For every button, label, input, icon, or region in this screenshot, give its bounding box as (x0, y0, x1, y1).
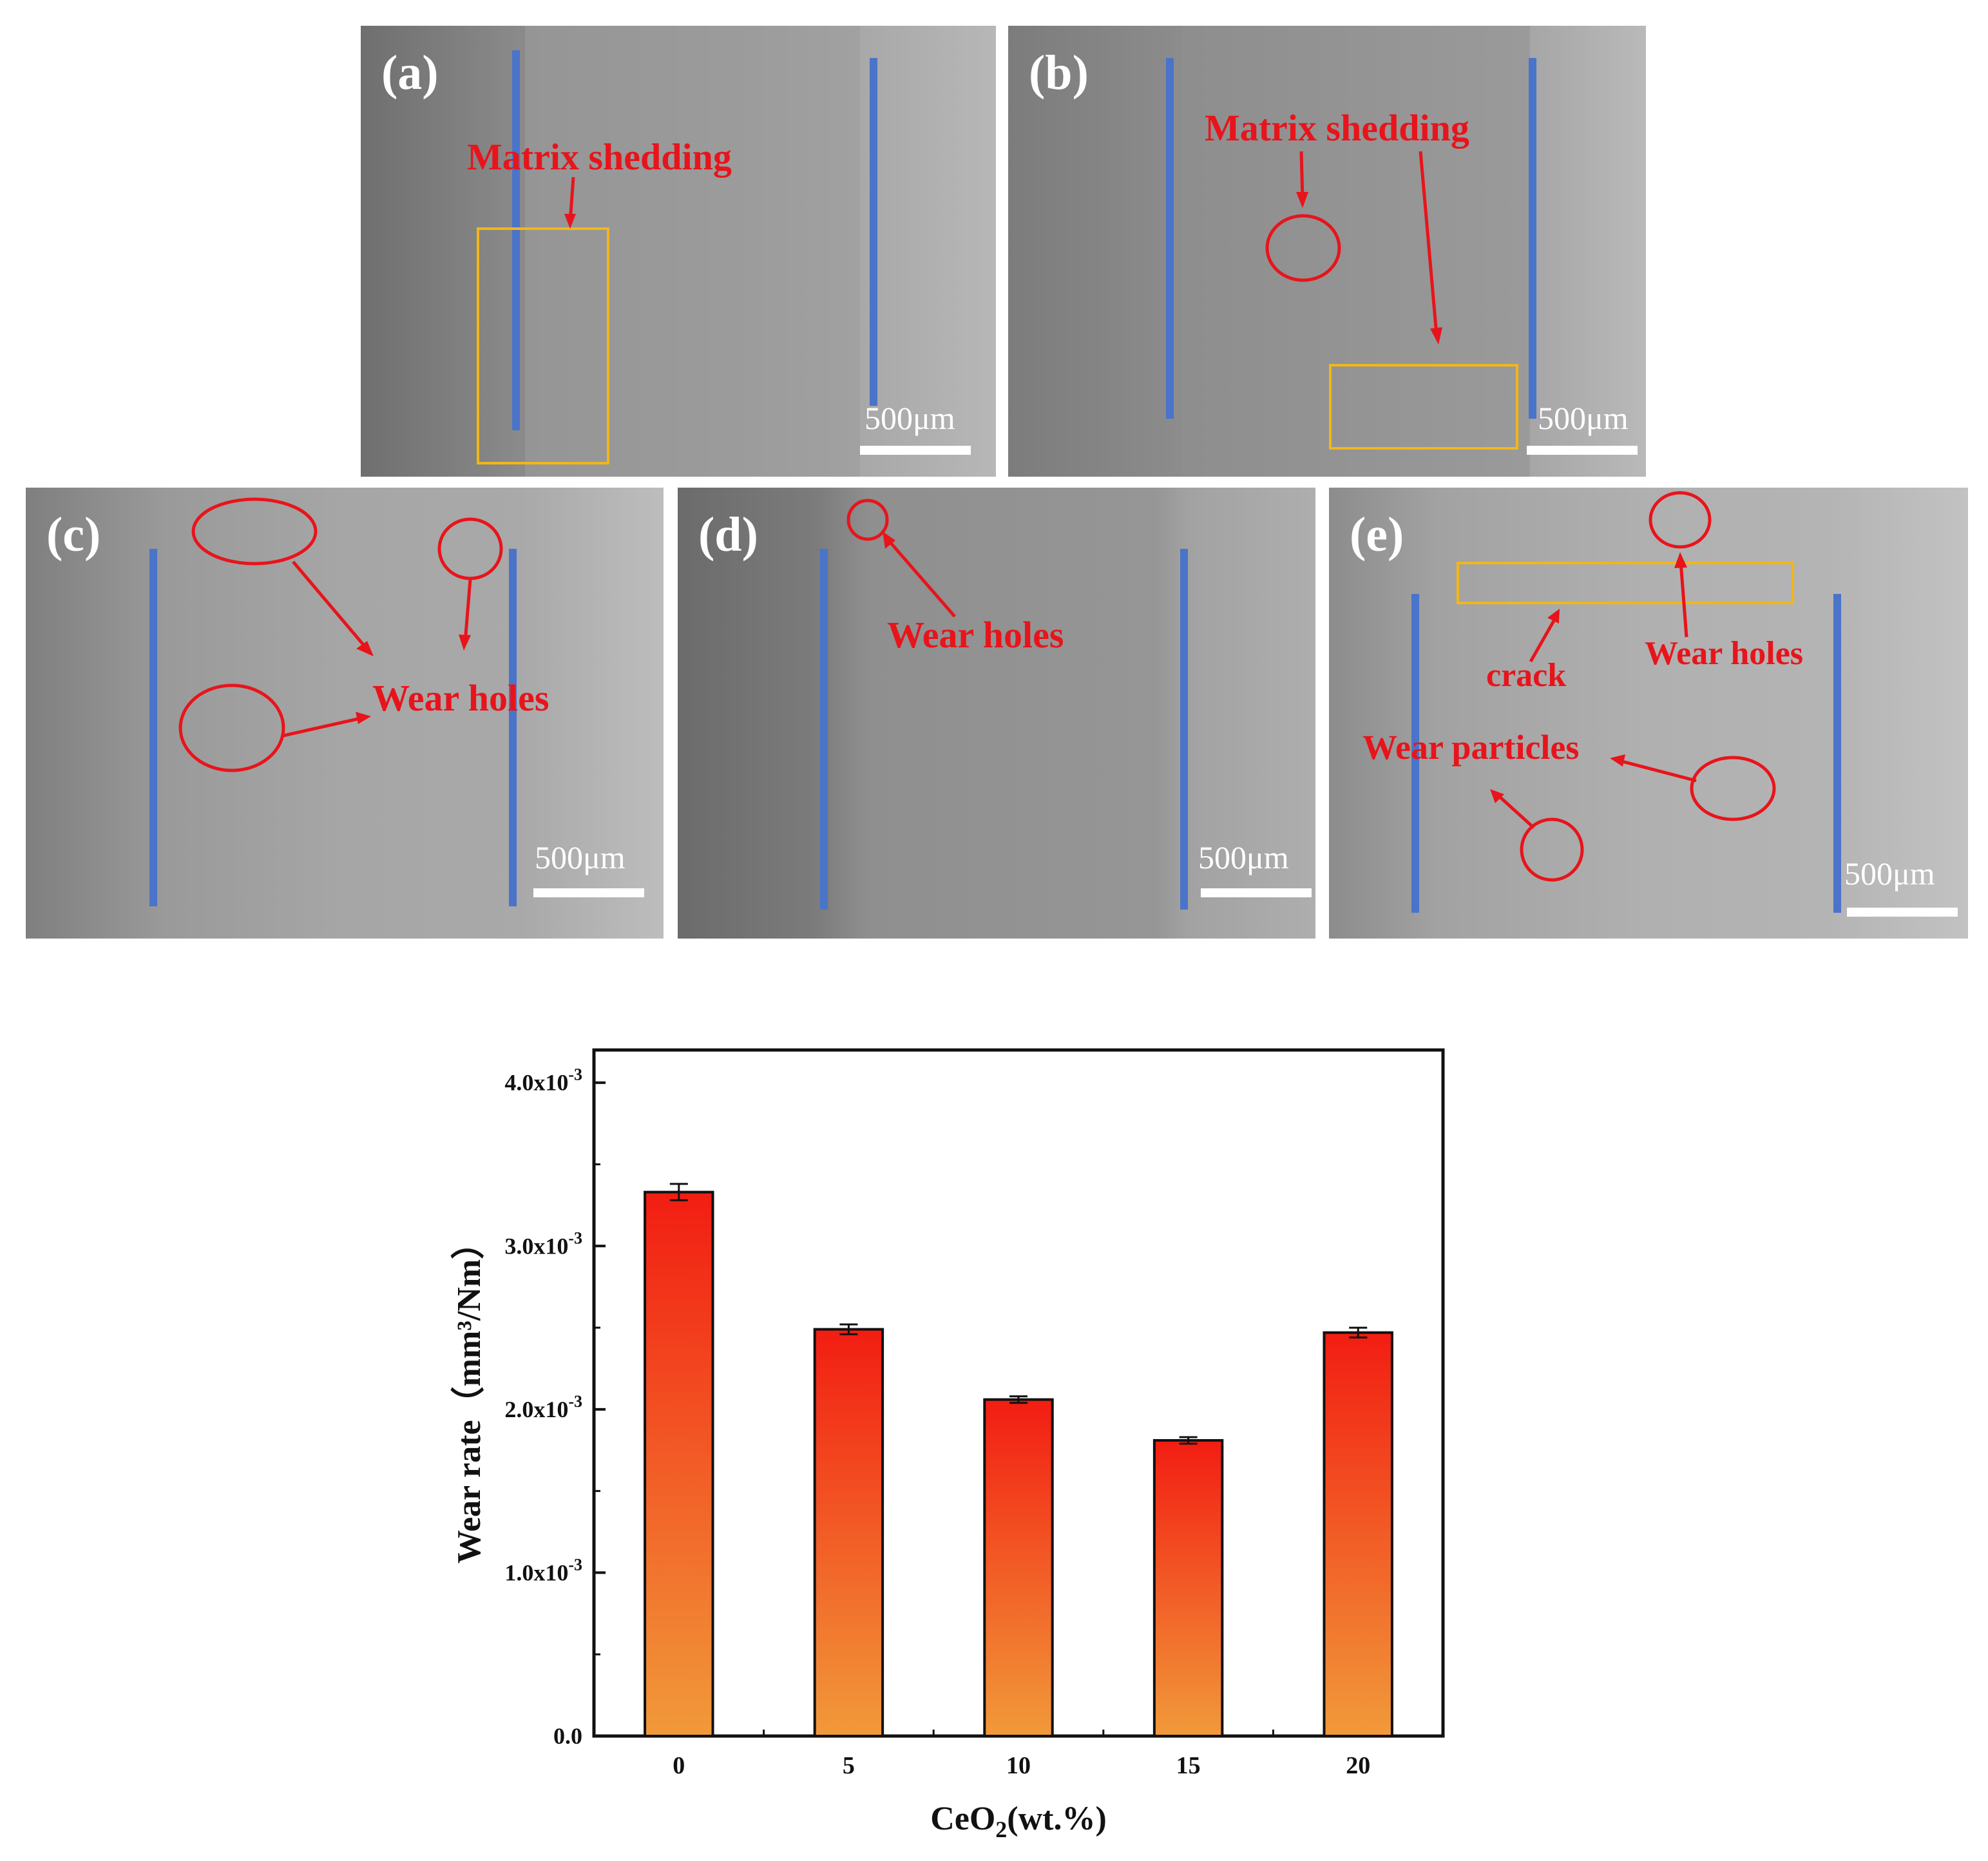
wear-track-boundary-right (1833, 594, 1841, 913)
x-tick-label: 10 (1006, 1752, 1031, 1779)
annotation-wear-particles: Wear particles (1362, 728, 1580, 767)
panel-label-c: (c) (46, 508, 101, 562)
panel-label-a: (a) (381, 46, 439, 100)
bar-15 (1152, 1439, 1224, 1737)
y-tick-label: 3.0x10-3 (504, 1228, 582, 1259)
wear-track-boundary-right (509, 549, 517, 906)
x-tick-label: 20 (1346, 1752, 1370, 1779)
bar-5 (813, 1328, 884, 1738)
scale-bar (1201, 888, 1312, 897)
panel-label-b: (b) (1029, 46, 1089, 100)
wear-track-boundary-left (1411, 594, 1419, 913)
sem-image-a (361, 26, 996, 477)
matrix-shedding-box (477, 227, 609, 464)
y-tick-label: 0.0 (553, 1723, 582, 1749)
x-tick-label: 15 (1176, 1752, 1201, 1779)
wear-track-boundary-right (870, 58, 877, 406)
bar-10 (983, 1398, 1054, 1737)
x-axis-label: CeO2(wt.%) (930, 1800, 1107, 1842)
scale-bar (1847, 908, 1958, 917)
scale-label: 500μm (1844, 855, 1935, 892)
annotation-wear-holes: Wear holes (887, 614, 1064, 656)
wear-track-boundary-left (1166, 58, 1174, 419)
scale-label: 500μm (865, 400, 955, 436)
annotation-matrix-shedding: Matrix shedding (1205, 107, 1469, 149)
sem-image-d (678, 488, 1315, 939)
wear-track-boundary-left (512, 50, 520, 430)
y-tick-label: 1.0x10-3 (504, 1555, 582, 1585)
y-tick-label: 2.0x10-3 (504, 1392, 582, 1422)
crack-box (1457, 562, 1794, 604)
bar-20 (1323, 1331, 1393, 1737)
sem-panel-c: (c) Wear holes 500μm (26, 488, 664, 939)
y-axis-label: Wear rate（mm³/Nm） (450, 1226, 488, 1563)
annotation-wear-holes: Wear holes (372, 677, 550, 719)
scale-label: 500μm (535, 839, 626, 875)
annotation-wear-holes: Wear holes (1645, 635, 1804, 672)
wear-track-boundary-right (1529, 58, 1536, 419)
panel-label-d: (d) (698, 508, 758, 562)
sem-panel-d: (d) Wear holes 500μm (678, 488, 1315, 939)
matrix-shedding-box (1329, 364, 1518, 450)
x-tick-label: 0 (673, 1752, 685, 1779)
sem-panel-b: (b) Matrix shedding 500μm (1008, 26, 1646, 477)
annotation-matrix-shedding: Matrix shedding (467, 136, 732, 178)
bar-0 (644, 1190, 714, 1738)
x-tick-label: 5 (843, 1752, 855, 1779)
wear-track-boundary-left (149, 549, 157, 906)
panel-label-e: (e) (1350, 508, 1404, 562)
scale-bar (860, 446, 971, 455)
wear-track-boundary-right (1180, 549, 1188, 910)
wear-track-boundary-left (820, 549, 828, 910)
scale-bar (533, 888, 644, 897)
scale-label: 500μm (1538, 400, 1629, 436)
sem-panel-a: (a) Matrix shedding 500μm (361, 26, 996, 477)
annotation-crack: crack (1486, 657, 1567, 694)
scale-label: 500μm (1198, 839, 1289, 875)
scale-bar (1527, 446, 1638, 455)
y-tick-label: 4.0x10-3 (504, 1065, 582, 1096)
